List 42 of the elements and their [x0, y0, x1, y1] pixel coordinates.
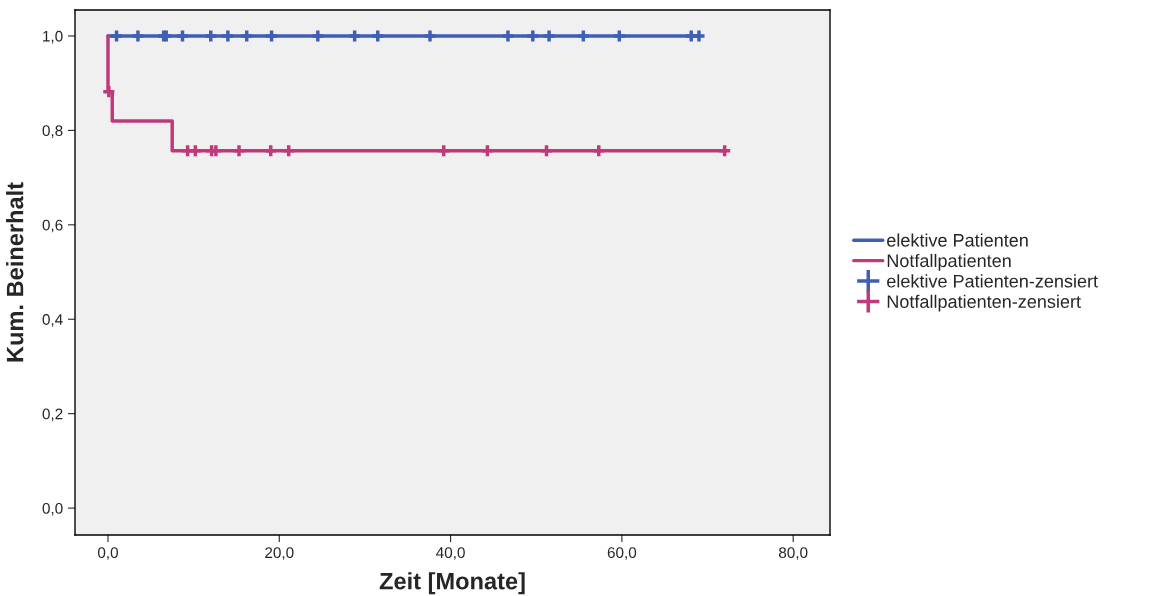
point	[422, 28, 438, 44]
point	[370, 28, 386, 44]
y-tick-label: 0,6	[42, 219, 63, 233]
x-axis-title: Zeit [Monate]	[379, 572, 525, 595]
point	[436, 143, 452, 158]
point	[220, 28, 236, 44]
point	[576, 28, 591, 44]
x-tick-label: 80,0	[778, 547, 808, 560]
y-axis-title: Kum. Beinerhalt	[6, 182, 24, 362]
point	[263, 143, 278, 158]
x-tick-label: 60,0	[607, 547, 637, 560]
point	[203, 28, 219, 44]
x-tick-label: 40,0	[436, 547, 465, 560]
x-tick-label: 20,0	[265, 547, 294, 560]
y-tick-label: 0,8	[42, 125, 63, 138]
point	[500, 28, 516, 44]
point	[264, 28, 279, 44]
point	[541, 28, 557, 44]
point	[539, 143, 554, 158]
point	[591, 143, 607, 158]
point	[480, 143, 495, 158]
point	[188, 143, 203, 158]
point	[525, 28, 541, 44]
x-tick-label: 0,0	[97, 547, 118, 560]
point	[175, 28, 190, 44]
point	[239, 28, 255, 44]
legend-label: Notfallpatienten-zensiert	[887, 294, 1081, 312]
point	[101, 84, 117, 99]
legend-label: elektive Patienten	[887, 233, 1028, 247]
legend-label: elektive Patienten-zensiert	[887, 274, 1098, 288]
point	[130, 28, 146, 44]
point	[231, 143, 247, 158]
y-tick-label: 0,0	[42, 502, 63, 516]
point	[612, 28, 627, 44]
point	[310, 28, 326, 44]
point	[717, 143, 732, 158]
point	[347, 28, 362, 44]
y-tick-label: 0,4	[42, 314, 63, 327]
legend-label: Notfallpatienten	[887, 253, 1011, 271]
y-tick-label: 0,2	[42, 408, 63, 422]
point	[281, 143, 296, 158]
y-tick-label: 1,0	[43, 30, 63, 44]
